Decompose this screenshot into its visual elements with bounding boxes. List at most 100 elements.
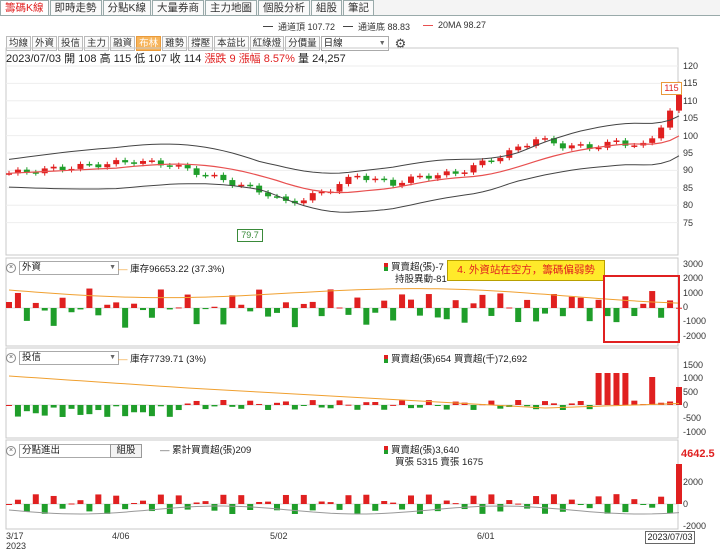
trust-bar <box>461 402 468 405</box>
broker-bar <box>595 496 602 504</box>
toolbar-item-3[interactable]: 主力 <box>84 36 110 51</box>
trust-bar <box>274 402 280 405</box>
toolbar-item-7[interactable]: 撐壓 <box>188 36 214 51</box>
trust-bar <box>622 373 629 405</box>
trust-bar <box>506 405 513 408</box>
broker-bar <box>470 495 477 504</box>
trust-bar <box>300 405 307 406</box>
panel-foreign-select[interactable]: 外資 ▼ <box>19 261 119 275</box>
panel-trust-select-value: 投信 <box>22 352 42 363</box>
group-button[interactable]: 組股 <box>110 444 142 458</box>
tab-5[interactable]: 個股分析 <box>258 0 311 16</box>
foreign-bar <box>515 308 522 323</box>
toolbar-item-2[interactable]: 投信 <box>58 36 84 51</box>
stat-high-label: 高 <box>99 53 111 65</box>
candle <box>649 138 656 143</box>
foreign-bar <box>229 295 236 308</box>
broker-bar <box>425 494 432 504</box>
candle <box>667 110 674 128</box>
foreign-bar <box>488 308 495 316</box>
axis-label: 2000 <box>683 273 704 284</box>
broker-bar <box>640 504 647 505</box>
axis-label: 1000 <box>683 287 704 298</box>
chevron-down-icon: ▼ <box>109 264 116 271</box>
tab-7[interactable]: 筆記 <box>343 0 375 16</box>
broker-bar <box>229 504 236 514</box>
trust-bar <box>667 401 674 405</box>
tab-2[interactable]: 分點K線 <box>102 0 152 16</box>
stat-close: 114 <box>183 53 202 65</box>
trust-bar <box>345 404 352 406</box>
axis-label: 110 <box>683 95 698 106</box>
close-icon[interactable]: × <box>6 353 16 363</box>
toolbar-item-1[interactable]: 外資 <box>32 36 58 51</box>
broker-bar <box>6 504 12 505</box>
axis-label: 0 <box>683 301 689 312</box>
broker-bar <box>577 504 584 505</box>
broker-bar <box>86 504 93 512</box>
panel-broker-header: × 分點進出▼ <box>6 444 119 458</box>
broker-bar <box>568 499 575 504</box>
candle <box>23 169 30 173</box>
foreign-bar <box>506 307 513 309</box>
toolbar-item-9[interactable]: 紅綠燈 <box>249 36 285 51</box>
broker-bar <box>452 503 459 505</box>
legend-upper: 通道頂 107.72 <box>263 20 335 33</box>
panel-trust-select[interactable]: 投信 ▼ <box>19 351 119 365</box>
toolbar-item-4[interactable]: 融資 <box>110 36 136 51</box>
broker-bar <box>220 494 227 504</box>
candle <box>202 174 209 177</box>
broker-bar <box>184 504 191 510</box>
annotation-callout: 4. 外資站在空方，籌碼偏弱勢 <box>447 260 605 281</box>
trust-bar <box>220 400 227 405</box>
tab-4[interactable]: 主力地圖 <box>205 0 258 16</box>
trust-bar <box>542 401 548 405</box>
foreign-bar <box>291 308 298 328</box>
tab-6[interactable]: 組股 <box>311 0 343 16</box>
candle <box>542 138 548 140</box>
ma-line <box>8 135 680 194</box>
close-icon[interactable]: × <box>6 263 16 273</box>
toolbar-item-5[interactable]: 布林 <box>136 36 162 51</box>
period-select[interactable]: 日線 ▼ <box>320 36 389 51</box>
candle <box>327 191 334 194</box>
toolbar-item-0[interactable]: 均線 <box>6 36 32 51</box>
tab-1[interactable]: 即時走勢 <box>49 0 102 16</box>
broker-bar <box>336 504 343 510</box>
trust-bar <box>550 403 557 405</box>
candle <box>300 200 307 204</box>
candle <box>59 166 66 171</box>
close-icon[interactable]: × <box>6 446 16 456</box>
tab-0[interactable]: 籌碼K線 <box>0 0 49 16</box>
candle <box>41 168 48 174</box>
toolbar-item-6[interactable]: 雞勢 <box>162 36 188 51</box>
panel-broker-select[interactable]: 分點進出▼ <box>19 444 119 458</box>
trust-bar <box>416 405 423 408</box>
panel-broker-cumulative: — 累計買賣超(張)209 <box>160 445 252 456</box>
axis-label: 500 <box>683 386 699 397</box>
trust-bar <box>595 373 602 405</box>
foreign-bar <box>300 303 307 308</box>
panel-trust-buysell-text: 買賣超(張)654 買賣超(千)72,692 <box>391 354 528 365</box>
broker-bar <box>193 502 200 504</box>
toolbar-item-10[interactable]: 分價量 <box>285 36 320 51</box>
candle <box>461 172 468 174</box>
trust-bar <box>470 405 477 410</box>
foreign-bar <box>68 308 75 313</box>
foreign-bar <box>542 308 548 314</box>
foreign-bar <box>568 296 575 308</box>
foreign-bar <box>363 308 370 325</box>
broker-bar <box>166 504 173 514</box>
candle <box>363 175 370 181</box>
foreign-bar <box>59 297 66 308</box>
trust-bar <box>640 404 647 406</box>
trust-bar <box>390 404 397 406</box>
candle <box>488 160 495 163</box>
indicator-toolbar: 均線 外資 投信 主力 融資 布林 雞勢 撐壓 本益比 紅綠燈 分價量 日線 ▼ ⚙ <box>6 36 406 51</box>
gear-icon[interactable]: ⚙ <box>394 36 407 51</box>
tab-3[interactable]: 大量券商 <box>152 0 205 16</box>
x-label-apr: 4/06 <box>112 531 130 541</box>
panel-trust-inventory-text: 庫存7739.71 (3%) <box>130 354 207 365</box>
candle <box>140 161 146 164</box>
toolbar-item-8[interactable]: 本益比 <box>214 36 249 51</box>
